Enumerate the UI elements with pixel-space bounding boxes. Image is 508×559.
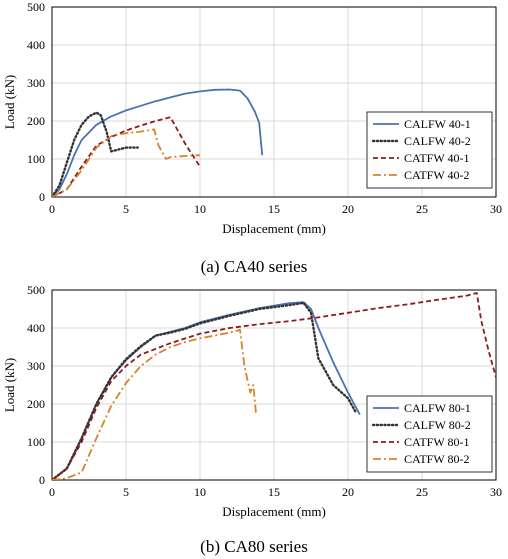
chart-ca80: 0 5 10 15 20 25 300100200300400500Displacement…: [2, 283, 502, 556]
series-line-catfw-40-1: [52, 116, 201, 197]
y-tick-label: 300: [27, 359, 45, 373]
plot-frame: [51, 6, 497, 198]
chart-caption: (b) CA80 series: [200, 537, 308, 556]
legend: CALFW 40-1 CALFW 40-2 CATFW 40-1 CATFW 40-2: [366, 111, 493, 189]
y-tick-label: 100: [27, 152, 45, 166]
legend-entry: CATFW 80-2: [404, 452, 469, 466]
y-axis-label: Load (kN): [2, 358, 17, 413]
y-tick-label: 500: [27, 283, 45, 297]
x-axis-label: Displacement (mm): [222, 504, 326, 519]
legend-entry: CALFW 40-2: [404, 134, 471, 148]
x-tick-label: 10: [194, 485, 206, 499]
y-tick-label: 300: [27, 76, 45, 90]
series-group: [52, 88, 264, 197]
chart-caption: (a) CA40 series: [201, 257, 308, 276]
y-tick-label: 0: [39, 473, 45, 487]
x-tick-label: 0: [49, 202, 55, 216]
legend-entry: CALFW 80-1: [404, 401, 471, 415]
legend-box: [366, 395, 493, 473]
y-tick-label: 500: [27, 0, 45, 14]
legend-entry: CALFW 80-2: [404, 418, 471, 432]
series-group: [52, 292, 496, 480]
x-tick-label: 10: [194, 202, 206, 216]
legend-entry: CATFW 40-1: [404, 151, 469, 165]
x-tick-label: 25: [416, 485, 428, 499]
series-line-catfw-40-2: [52, 128, 201, 197]
y-tick-label: 400: [27, 321, 45, 335]
y-axis-label: Load (kN): [2, 75, 17, 130]
series-line-calfw-80-2: [52, 301, 357, 480]
x-tick-label: 15: [268, 202, 280, 216]
series-line-calfw-40-1: [52, 88, 264, 197]
chart-ca40: 0 5 10 15 20 25 300100200300400500Displacement…: [2, 0, 502, 276]
x-axis-label: Displacement (mm): [222, 221, 326, 236]
x-tick-label: 30: [490, 202, 502, 216]
series-line-catfw-80-2: [52, 329, 258, 480]
x-tick-label: 20: [342, 202, 354, 216]
x-tick-label: 15: [268, 485, 280, 499]
y-tick-label: 200: [27, 397, 45, 411]
x-tick-label: 5: [123, 202, 129, 216]
y-tick-label: 400: [27, 38, 45, 52]
legend-entry: CATFW 40-2: [404, 168, 469, 182]
x-tick-label: 30: [490, 485, 502, 499]
y-tick-label: 200: [27, 114, 45, 128]
x-tick-label: 20: [342, 485, 354, 499]
y-tick-label: 100: [27, 435, 45, 449]
series-line-calfw-40-2: [52, 111, 139, 197]
x-tick-label: 5: [123, 485, 129, 499]
plot-frame: [51, 289, 497, 481]
legend: CALFW 80-1 CALFW 80-2 CATFW 80-1 CATFW 80-2: [366, 395, 493, 473]
x-tick-label: 25: [416, 202, 428, 216]
x-tick-label: 0: [49, 485, 55, 499]
y-tick-label: 0: [39, 190, 45, 204]
legend-entry: CATFW 80-1: [404, 435, 469, 449]
legend-entry: CALFW 40-1: [404, 117, 471, 131]
